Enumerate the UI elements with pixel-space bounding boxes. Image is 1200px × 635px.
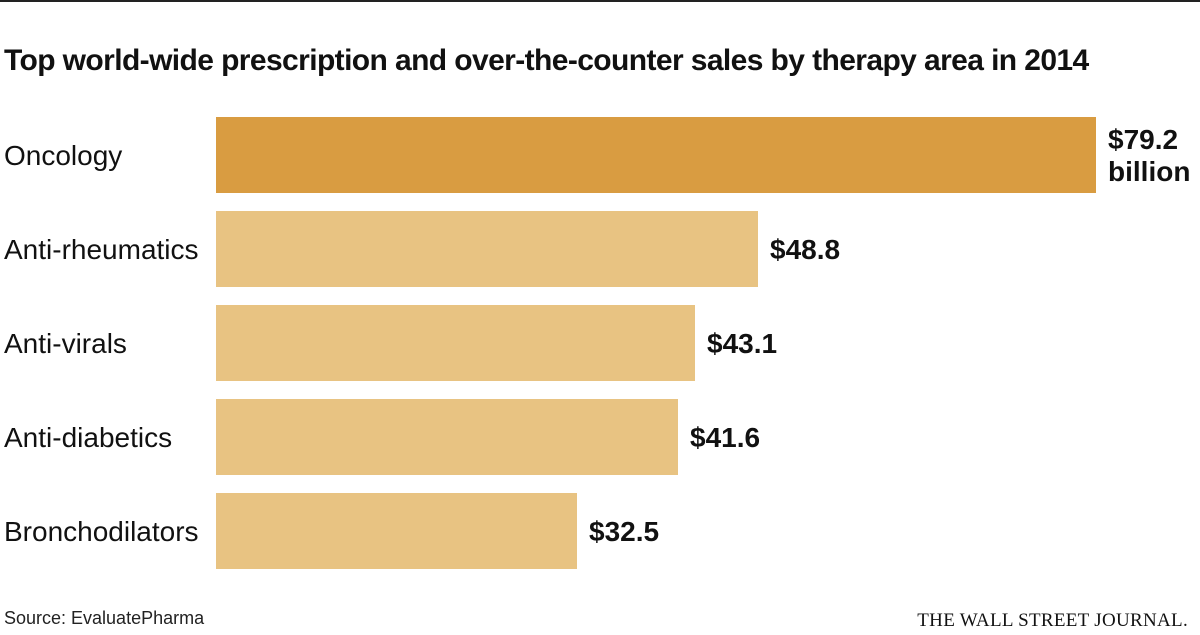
value-label: $79.2 billion — [1108, 124, 1190, 187]
value-label: $43.1 — [707, 328, 777, 359]
category-label: Oncology — [4, 140, 122, 171]
source-note: Source: EvaluatePharma — [4, 608, 205, 628]
bar-oncology — [216, 117, 1096, 193]
bar-anti-virals — [216, 305, 695, 381]
bar-anti-rheumatics — [216, 211, 758, 287]
category-label: Anti-diabetics — [4, 422, 172, 453]
chart-title: Top world-wide prescription and over-the… — [4, 44, 1089, 77]
publisher-credit: THE WALL STREET JOURNAL. — [917, 610, 1188, 631]
bar-bronchodilators — [216, 493, 577, 569]
top-rule — [0, 0, 1200, 2]
category-label: Anti-virals — [4, 328, 127, 359]
category-label: Bronchodilators — [4, 516, 199, 547]
category-label: Anti-rheumatics — [4, 234, 199, 265]
bar-chart: Oncology $79.2 billion Anti-rheumatics $48.8… — [4, 117, 1190, 569]
value-label: $32.5 — [589, 516, 659, 547]
value-label: $41.6 — [690, 422, 760, 453]
value-label: $48.8 — [770, 234, 840, 265]
bar-anti-diabetics — [216, 399, 678, 475]
